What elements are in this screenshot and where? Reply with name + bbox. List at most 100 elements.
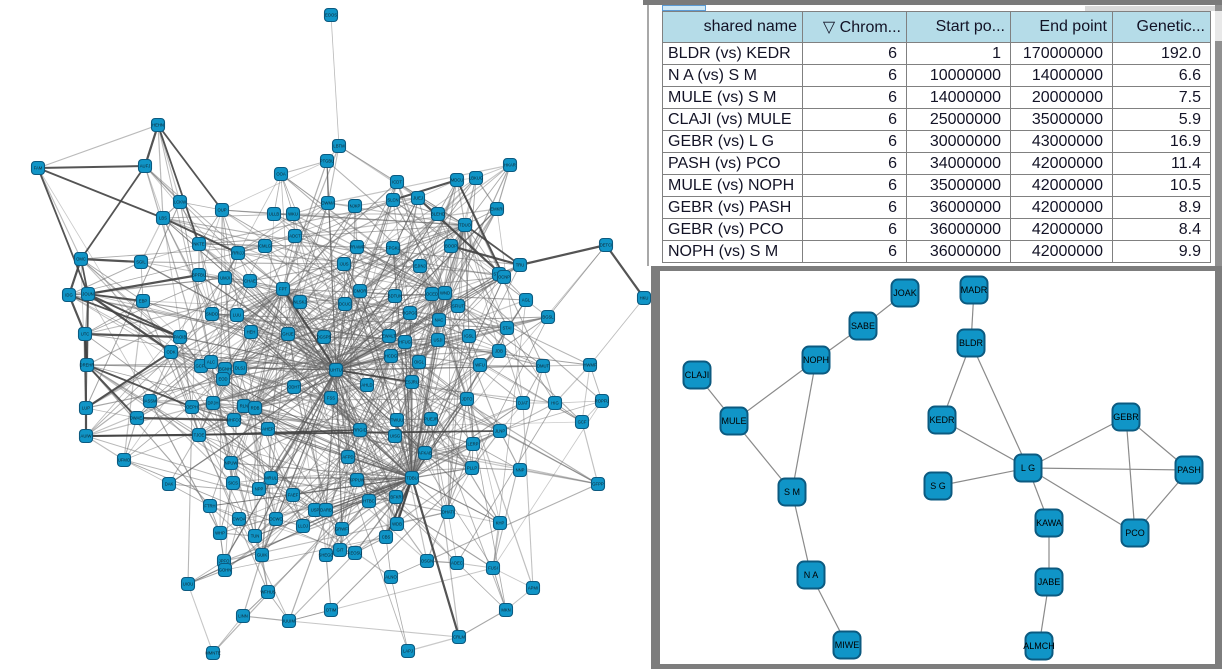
svg-text:PCO: PCO [1125,528,1145,538]
svg-text:PASH: PASH [1177,465,1201,475]
svg-text:KEDR: KEDR [929,415,955,425]
svg-text:ALC: ALC [207,360,215,365]
svg-text:WHP: WHP [215,531,225,536]
svg-text:FUSI: FUSI [488,566,498,571]
svg-text:RRIJJ: RRIJJ [232,251,243,256]
svg-text:SNDO: SNDO [206,312,219,317]
svg-text:RDB: RDB [251,406,260,411]
svg-text:STAI: STAI [503,326,512,331]
svg-text:CMOR: CMOR [354,289,367,294]
svg-text:GCF: GCF [578,420,587,425]
svg-text:JPFO: JPFO [219,559,230,564]
svg-text:IDG: IDG [65,293,72,298]
svg-text:NJKP: NJKP [350,204,361,209]
svg-text:AUFJ: AUFJ [140,164,150,169]
svg-text:DETCI: DETCI [600,243,613,248]
svg-text:MRUL: MRUL [265,476,278,481]
svg-text:OOA: OOA [276,172,286,177]
svg-text:BFKR: BFKR [390,495,401,500]
svg-text:HKU: HKU [640,296,649,301]
svg-text:MADR: MADR [961,285,988,295]
svg-text:GOHN: GOHN [219,568,232,573]
svg-text:JDTO: JDTO [462,397,474,402]
svg-text:BOOP: BOOP [445,244,457,249]
svg-text:MULE: MULE [721,416,746,426]
svg-text:JDB: JDB [495,349,503,354]
svg-text:JLNP: JLNP [495,429,505,434]
svg-text:FTRH: FTRH [204,504,215,509]
svg-text:NPP: NPP [255,487,264,492]
svg-text:TDUO: TDUO [459,223,472,228]
svg-text:JOUN: JOUN [82,292,93,297]
svg-text:GRWFI: GRWFI [335,527,349,532]
svg-text:SLCN: SLCN [387,198,398,203]
svg-text:CMLG: CMLG [259,244,271,249]
svg-text:ALNO: ALNO [385,575,397,580]
svg-text:SHEGC: SHEGC [319,553,334,558]
svg-text:JOAK: JOAK [893,288,917,298]
svg-text:EOOS: EOOS [325,13,337,18]
svg-text:TWUU: TWUU [391,418,404,423]
svg-text:GIT: GIT [337,548,344,553]
svg-text:PAOIB: PAOIB [174,335,187,340]
svg-text:SFIUT: SFIUT [452,304,465,309]
svg-text:DWAEJ: DWAEJ [130,416,145,421]
svg-text:HWMF: HWMF [583,363,596,368]
svg-text:TRU: TRU [516,263,525,268]
svg-text:AHEP: AHEP [262,427,274,432]
svg-text:IGSL: IGSL [464,334,474,339]
svg-text:KHP: KHP [496,521,505,526]
svg-text:BLEHD: BLEHD [431,212,445,217]
svg-text:ODHT: ODHT [288,385,300,390]
svg-text:HKAR: HKAR [504,163,516,168]
svg-text:LUU: LUU [233,313,241,318]
svg-text:IASSM: IASSM [143,399,157,404]
svg-text:SICS: SICS [228,481,238,486]
svg-text:HIG: HIG [551,401,558,406]
svg-text:UMJI: UMJI [220,276,230,281]
svg-text:ROPFU: ROPFU [595,399,610,404]
svg-text:HEHN: HEHN [152,123,164,128]
svg-text:OIGL: OIGL [414,360,425,365]
svg-text:BDTUN: BDTUN [388,294,402,299]
svg-text:LLOJ: LLOJ [298,524,308,529]
svg-text:IJUS: IJUS [339,262,348,267]
svg-text:FPGKL: FPGKL [386,246,400,251]
svg-text:AFKAB: AFKAB [418,451,432,456]
svg-text:OTIM: OTIM [326,608,337,613]
svg-text:CLAJI: CLAJI [685,370,710,380]
svg-text:ADCT: ADCT [289,234,301,239]
svg-text:LUP: LUP [82,406,90,411]
svg-text:ALMCH: ALMCH [1023,641,1055,651]
svg-text:WFHUS: WFHUS [260,590,276,595]
svg-text:UHTU: UHTU [330,368,342,373]
svg-text:LBS: LBS [159,216,167,221]
svg-text:FAEF: FAEF [288,493,299,498]
svg-text:PLLP: PLLP [467,466,477,471]
svg-text:NLSKJ: NLSKJ [293,300,306,305]
svg-text:MKN: MKN [501,608,510,613]
svg-text:OSGN: OSGN [421,559,433,564]
svg-text:TDBU: TDBU [406,476,417,481]
svg-text:L G: L G [1021,463,1035,473]
svg-text:GFPP: GFPP [592,482,604,487]
svg-text:FAM: FAM [34,166,43,171]
svg-text:CBS: CBS [382,535,391,540]
svg-text:RLN: RLN [240,404,248,409]
svg-text:BGNH: BGNH [219,367,231,372]
svg-text:BLDR: BLDR [959,338,984,348]
svg-text:OWMA: OWMA [321,201,335,206]
svg-text:AFPD: AFPD [342,455,353,460]
svg-text:EMKRI: EMKRI [490,207,503,212]
svg-text:MIWE: MIWE [835,640,860,650]
svg-text:NAC: NAC [435,318,444,323]
svg-text:TUN: TUN [251,534,260,539]
svg-text:S M: S M [784,487,800,497]
svg-text:UISG: UISG [390,434,400,439]
svg-text:AHLD: AHLD [361,383,372,388]
svg-text:USP: USP [311,508,320,513]
svg-text:DAK: DAK [165,482,174,487]
svg-text:LINN: LINN [238,614,248,619]
svg-text:OCNP: OCNP [498,275,510,280]
svg-text:KAWA: KAWA [1036,518,1062,528]
